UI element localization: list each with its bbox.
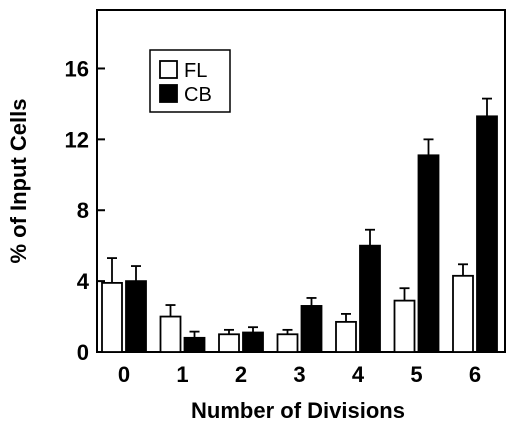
x-tick-label: 4 (352, 362, 365, 387)
y-tick-label: 16 (65, 56, 89, 81)
bar-cb (242, 331, 264, 353)
x-axis-label: Number of Divisions (191, 398, 405, 423)
bar-fl (335, 320, 357, 353)
legend-label-cb: CB (184, 84, 212, 106)
x-tick-label: 5 (410, 362, 422, 387)
y-tick-label: 12 (65, 127, 89, 152)
y-tick-label: 4 (77, 269, 90, 294)
bar-cb (125, 280, 147, 353)
x-tick-label: 6 (469, 362, 481, 387)
legend-swatch-cb (159, 84, 178, 103)
bar-fl (159, 315, 182, 353)
bar-fl (452, 274, 474, 353)
error-bars (107, 97, 492, 338)
bar-fl (393, 299, 416, 353)
x-tick-label: 3 (293, 362, 305, 387)
y-axis-label: % of Input Cells (6, 99, 31, 264)
bar-cb (476, 115, 498, 353)
x-axis: 0 1 2 3 4 5 6 (118, 362, 481, 387)
y-axis: 0 4 8 12 16 (65, 56, 105, 365)
x-tick-label: 2 (235, 362, 247, 387)
x-tick-label: 0 (118, 362, 130, 387)
legend-label-fl: FL (184, 60, 207, 82)
bar-fl (218, 333, 240, 353)
bar-fl (101, 281, 123, 353)
bar-cb (359, 244, 381, 353)
bar-fl (276, 333, 299, 353)
legend-swatch-fl (159, 60, 178, 79)
x-tick-label: 1 (176, 362, 188, 387)
bar-cb (417, 154, 440, 353)
y-tick-label: 8 (77, 198, 89, 223)
bar-cb (300, 305, 323, 353)
bars (101, 115, 498, 353)
y-tick-label: 0 (77, 340, 89, 365)
bar-cb (183, 336, 206, 353)
